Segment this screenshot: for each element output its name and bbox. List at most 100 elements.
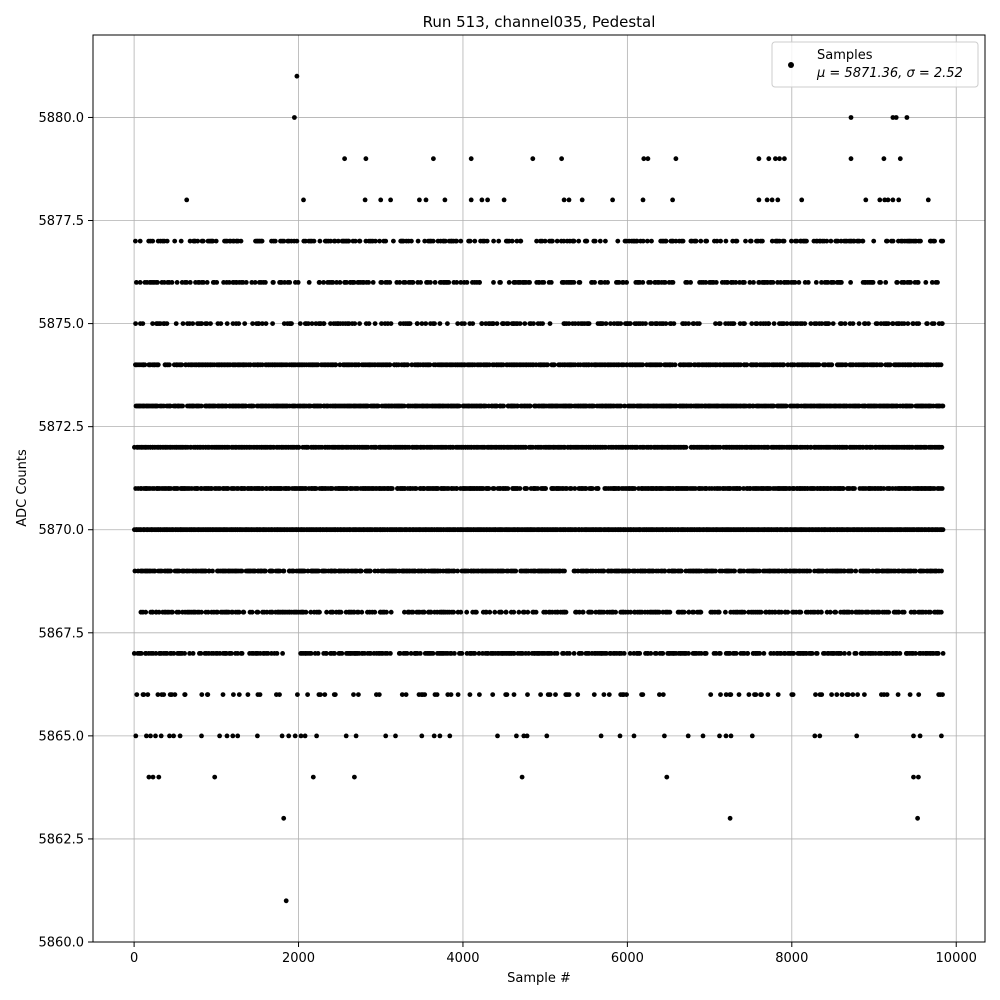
- data-point: [243, 280, 249, 285]
- data-point: [632, 486, 637, 491]
- data-point: [302, 568, 307, 574]
- data-point: [500, 362, 506, 368]
- data-point: [511, 651, 517, 656]
- data-point: [491, 486, 497, 491]
- data-point: [540, 321, 545, 326]
- data-point: [728, 692, 734, 697]
- data-point: [451, 609, 456, 615]
- data-point: [686, 651, 691, 656]
- data-point: [169, 280, 175, 285]
- data-point: [684, 280, 690, 285]
- data-point: [553, 692, 558, 697]
- data-point: [250, 403, 256, 409]
- data-point: [839, 280, 844, 285]
- data-point: [897, 651, 903, 656]
- data-point: [178, 238, 184, 244]
- data-point: [409, 238, 414, 244]
- data-point: [796, 280, 802, 285]
- data-point: [876, 609, 882, 615]
- data-point: [731, 321, 737, 326]
- data-point: [477, 280, 482, 285]
- data-point: [571, 280, 577, 285]
- data-point: [351, 280, 357, 285]
- data-point: [402, 280, 408, 285]
- data-point: [214, 280, 220, 285]
- data-point: [718, 238, 723, 244]
- data-point: [479, 321, 485, 326]
- data-point: [524, 486, 530, 491]
- data-point: [322, 692, 328, 697]
- data-point: [205, 692, 211, 697]
- data-point: [915, 280, 921, 285]
- data-point: [182, 651, 188, 656]
- data-point: [825, 280, 831, 285]
- data-point: [504, 692, 510, 697]
- data-point: [887, 362, 893, 368]
- data-point: [696, 321, 702, 326]
- data-point: [620, 280, 626, 285]
- data-point: [725, 280, 730, 285]
- data-point: [397, 651, 403, 656]
- data-point: [758, 609, 764, 615]
- data-point: [172, 238, 178, 244]
- data-point: [627, 321, 633, 326]
- data-point: [200, 238, 206, 244]
- data-point: [387, 280, 393, 285]
- data-point: [855, 692, 860, 697]
- data-point: [372, 321, 378, 326]
- data-point: [927, 609, 933, 615]
- data-point: [717, 651, 723, 656]
- data-point: [242, 321, 248, 326]
- data-point: [834, 692, 840, 697]
- data-point: [332, 692, 338, 697]
- data-point: [421, 609, 427, 615]
- data-point: [204, 280, 210, 285]
- data-point: [850, 692, 856, 697]
- data-point: [171, 651, 177, 656]
- data-point: [850, 321, 856, 326]
- data-point: [534, 238, 539, 244]
- data-point: [552, 362, 557, 368]
- data-point: [840, 486, 846, 491]
- data-point: [458, 609, 464, 615]
- data-point: [713, 280, 719, 285]
- data-point: [313, 486, 319, 491]
- data-point: [779, 609, 784, 615]
- data-point: [527, 280, 532, 285]
- data-point: [746, 692, 752, 697]
- data-point: [698, 238, 704, 244]
- data-point: [187, 651, 193, 656]
- data-point: [155, 692, 161, 697]
- data-point: [913, 568, 918, 574]
- data-point: [167, 362, 172, 368]
- data-point: [474, 609, 479, 615]
- data-point: [295, 280, 301, 285]
- data-point: [270, 321, 275, 326]
- data-point: [940, 403, 946, 409]
- data-point: [535, 486, 541, 491]
- data-point: [790, 692, 796, 697]
- data-point: [765, 692, 771, 697]
- data-point: [829, 692, 834, 697]
- data-point: [145, 692, 151, 697]
- data-point: [134, 692, 140, 697]
- data-point: [819, 609, 824, 615]
- data-point: [315, 651, 321, 656]
- data-point: [542, 238, 548, 244]
- data-point: [672, 362, 678, 368]
- data-point: [174, 280, 180, 285]
- data-point: [333, 362, 339, 368]
- data-point: [456, 403, 462, 409]
- data-point: [430, 651, 436, 656]
- data-point: [929, 280, 935, 285]
- data-point: [289, 321, 294, 326]
- data-point: [239, 568, 245, 574]
- data-point: [472, 238, 478, 244]
- data-point: [754, 321, 760, 326]
- data-point: [182, 692, 188, 697]
- data-point: [225, 486, 231, 491]
- data-point: [306, 280, 312, 285]
- data-point: [717, 444, 723, 450]
- data-point: [766, 321, 772, 326]
